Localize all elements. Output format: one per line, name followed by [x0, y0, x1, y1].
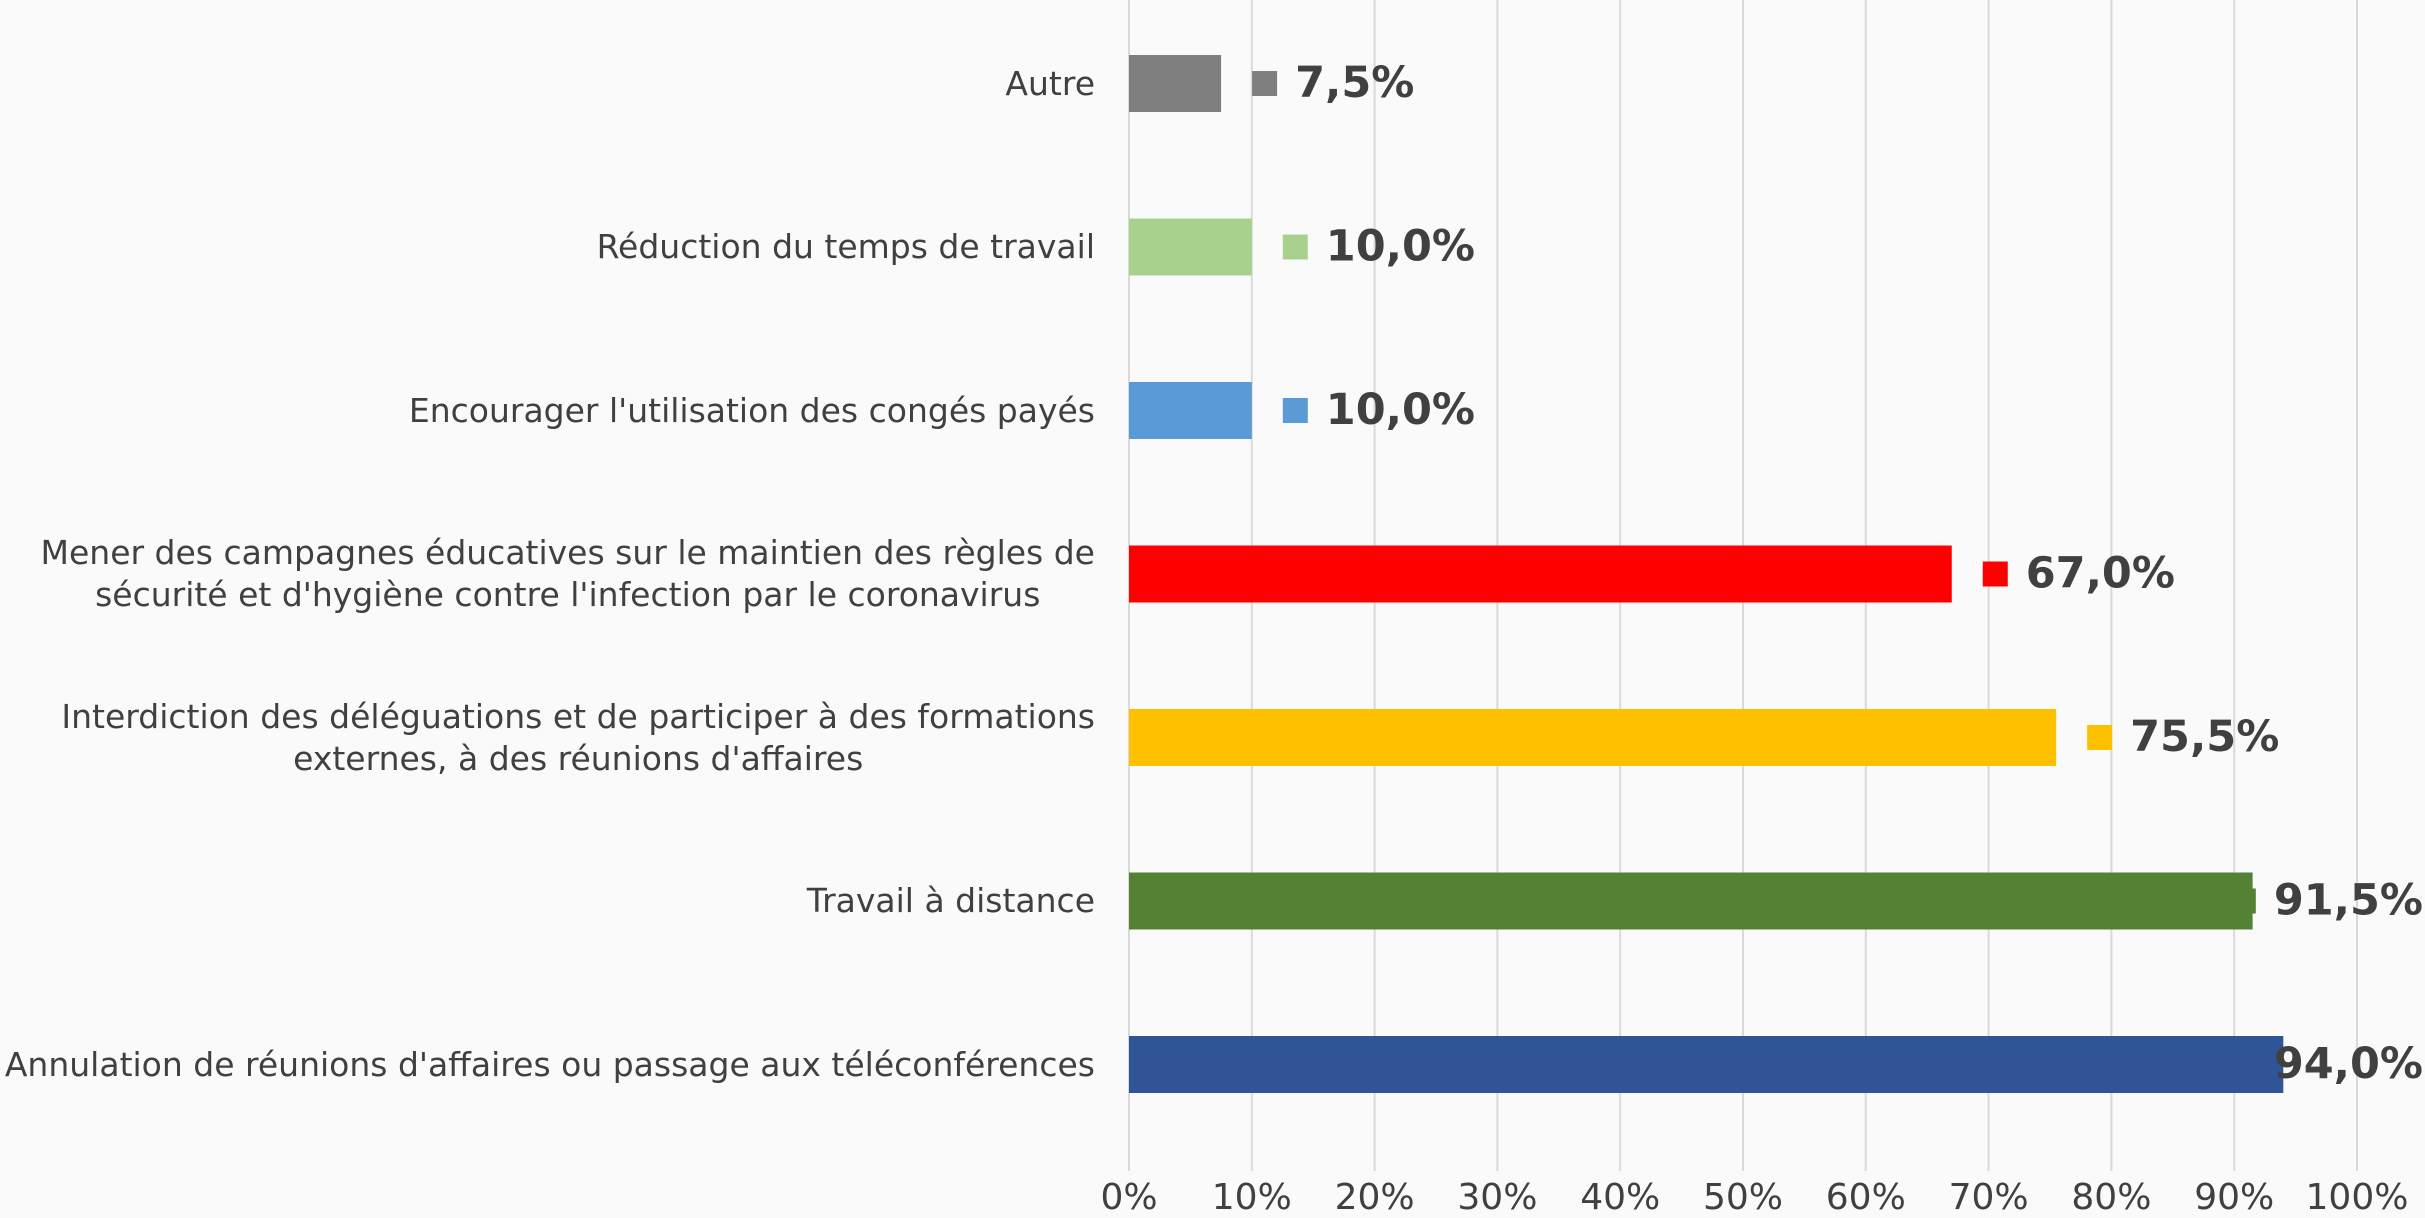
category-label: Autre — [1005, 63, 1095, 103]
x-tick-label: 30% — [1457, 1177, 1537, 1218]
data-label: 10,0% — [1326, 385, 1475, 435]
bar — [1129, 872, 2253, 930]
x-tick-label: 50% — [1703, 1177, 1783, 1218]
x-tick-label: 0% — [1100, 1177, 1157, 1218]
bar — [1129, 218, 1252, 276]
x-tick-label: 20% — [1335, 1177, 1415, 1218]
category-label: Travail à distance — [806, 881, 1095, 920]
data-label: 7,5% — [1295, 58, 1414, 108]
x-tick-label: 90% — [2194, 1177, 2274, 1218]
legend-key — [2087, 725, 2113, 750]
data-label: 94,0% — [2274, 1039, 2423, 1089]
bar — [1129, 55, 1222, 112]
category-label: Annulation de réunions d'affaires ou pas… — [4, 1044, 1095, 1084]
data-label: 91,5% — [2274, 876, 2423, 926]
bar — [1129, 382, 1252, 439]
legend-key — [1282, 234, 1308, 260]
x-tick-label: 10% — [1212, 1177, 1292, 1218]
x-tick-label: 100% — [2306, 1177, 2409, 1218]
category-label: Réduction du temps de travail — [596, 227, 1095, 266]
legend-key — [1252, 71, 1278, 96]
data-label: 10,0% — [1326, 222, 1475, 272]
legend-key — [2230, 1052, 2256, 1077]
legend-key — [1982, 561, 2008, 587]
x-tick-label: 60% — [1826, 1177, 1906, 1218]
data-label: 67,0% — [2026, 549, 2175, 599]
legend-key — [1282, 398, 1308, 423]
x-tick-label: 40% — [1580, 1177, 1660, 1218]
data-label: 75,5% — [2130, 712, 2279, 762]
category-label: Interdiction des déléguations et de part… — [61, 696, 1095, 778]
bar — [1129, 1036, 2284, 1093]
bar — [1129, 545, 1952, 603]
category-label: Encourager l'utilisation des congés payé… — [408, 390, 1095, 430]
bar — [1129, 709, 2057, 766]
legend-key — [2230, 888, 2256, 914]
x-tick-label: 80% — [2071, 1177, 2151, 1218]
category-label: Mener des campagnes éducatives sur le ma… — [40, 533, 1096, 614]
x-tick-label: 70% — [1949, 1177, 2029, 1218]
